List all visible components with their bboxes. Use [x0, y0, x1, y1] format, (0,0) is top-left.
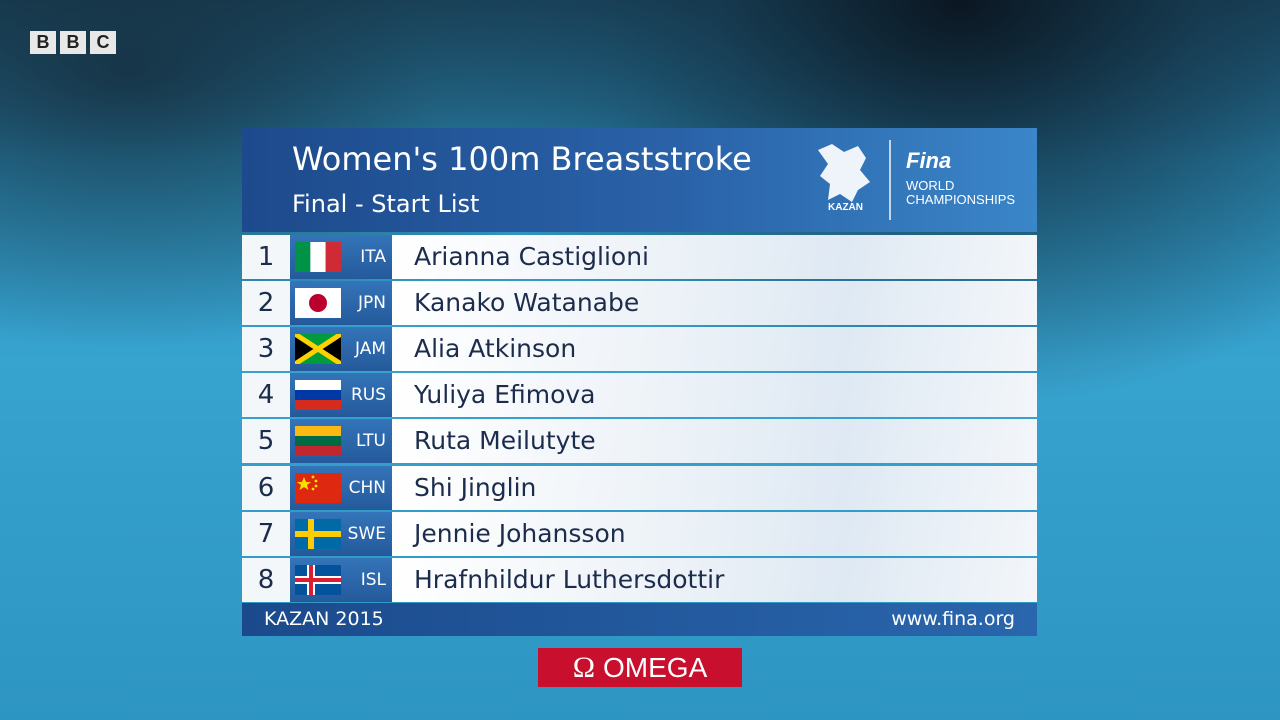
entry-row: 8 ISL Hrafnhildur Luthersdottir: [242, 557, 1037, 602]
athlete-name: Jennie Johansson: [392, 511, 1037, 556]
flag: [295, 564, 341, 595]
athlete-name: Hrafnhildur Luthersdottir: [392, 557, 1037, 602]
country-code: ISL: [360, 569, 386, 590]
flag-part: [295, 436, 341, 447]
lane-number: 7: [242, 511, 290, 556]
flag-cell: CHN: [290, 465, 392, 510]
flag-part: [295, 380, 341, 391]
country-code: JAM: [354, 339, 386, 360]
athlete-name: Kanako Watanabe: [392, 281, 1037, 326]
entry-row: 2 JPN Kanako Watanabe: [242, 281, 1037, 326]
divider: [889, 140, 891, 220]
entry-row: 1 ITA Arianna Castiglioni: [242, 235, 1037, 279]
lane-number: 1: [242, 235, 290, 279]
header: Women's 100m Breaststroke Final - Start …: [242, 128, 1037, 232]
flag-cell: JPN: [290, 281, 392, 326]
logo-line: CHAMPIONSHIPS: [906, 192, 1016, 207]
athlete-name: Yuliya Efimova: [392, 373, 1037, 418]
flag-part: [295, 530, 341, 537]
entry-row: 7 SWE Jennie Johansson: [242, 511, 1037, 556]
flag-cell: ITA: [290, 235, 392, 279]
flag: [295, 380, 341, 411]
entry-row: 4 RUS Yuliya Efimova: [242, 373, 1037, 418]
athlete-name: Ruta Meilutyte: [392, 419, 1037, 464]
athlete-name: Shi Jinglin: [392, 465, 1037, 510]
country-code: RUS: [350, 385, 386, 406]
footer: KAZAN 2015 www.fina.org: [242, 603, 1037, 636]
logo-letter: B: [30, 31, 56, 54]
lane-number: 2: [242, 281, 290, 326]
logo-city: KAZAN: [828, 202, 863, 213]
lane-number: 5: [242, 419, 290, 464]
flag-cell: SWE: [290, 511, 392, 556]
title: Women's 100m Breaststroke: [292, 140, 752, 178]
flag-part: [295, 472, 341, 503]
flag: [295, 518, 341, 549]
flag-part: [310, 242, 326, 272]
flag-part: [297, 476, 311, 490]
country-code: JPN: [358, 293, 386, 314]
flag: [295, 288, 341, 319]
country-code: SWE: [347, 523, 386, 544]
entry-row: 5 LTU Ruta Meilutyte: [242, 419, 1037, 464]
flag-part: [314, 484, 318, 487]
flag-cell: LTU: [290, 419, 392, 464]
broadcaster-logo: B B C: [30, 31, 116, 54]
logo-org: Fina: [906, 148, 952, 173]
flag-part: [295, 446, 341, 457]
sponsor: Ω OMEGA: [538, 648, 742, 687]
logo-line: WORLD: [906, 178, 955, 193]
athlete-name: Arianna Castiglioni: [392, 235, 1037, 279]
kazan-emblem: [818, 144, 870, 202]
sponsor-symbol: Ω: [572, 650, 596, 684]
flag-part: [309, 294, 327, 313]
subtitle: Final - Start List: [292, 190, 480, 218]
flag-part: [295, 334, 341, 365]
flag-part: [295, 577, 341, 582]
entry-row: 6 CHN Shi Jinglin: [242, 465, 1037, 510]
athlete-name: Alia Atkinson: [392, 327, 1037, 372]
entry-row: 3 JAM Alia Atkinson: [242, 327, 1037, 372]
flag-part: [295, 390, 341, 401]
flag: [295, 426, 341, 457]
country-code: CHN: [348, 477, 386, 498]
flag: [295, 334, 341, 365]
flag-cell: ISL: [290, 557, 392, 602]
flag-cell: RUS: [290, 373, 392, 418]
flag-part: [311, 475, 315, 478]
flag-part: [325, 242, 341, 272]
flag-part: [295, 242, 311, 272]
flag-part: [314, 479, 318, 482]
emblem-shape: [818, 144, 870, 202]
sponsor-name: OMEGA: [603, 651, 708, 683]
logo-letter: C: [90, 31, 116, 54]
footer-location: KAZAN 2015: [264, 608, 384, 630]
flag-part: [295, 426, 341, 437]
footer-url: www.fina.org: [891, 608, 1015, 630]
flag-cell: JAM: [290, 327, 392, 372]
lane-number: 4: [242, 373, 290, 418]
country-code: LTU: [356, 431, 386, 452]
flag: [295, 242, 341, 272]
lane-number: 3: [242, 327, 290, 372]
flag-part: [295, 400, 341, 411]
lane-number: 8: [242, 557, 290, 602]
flag: [295, 472, 341, 503]
logo-letter: B: [60, 31, 86, 54]
lane-number: 6: [242, 465, 290, 510]
country-code: ITA: [360, 247, 386, 267]
flag-part: [311, 487, 315, 490]
